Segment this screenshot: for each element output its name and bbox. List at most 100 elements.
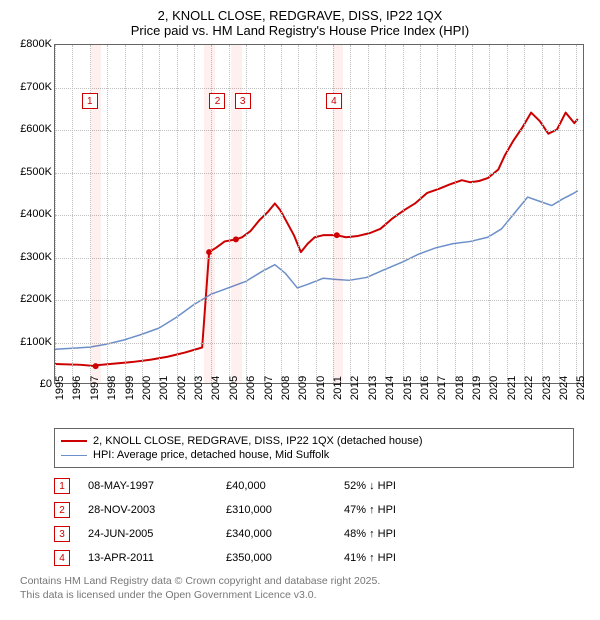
footer-line-2: This data is licensed under the Open Gov… [20, 588, 590, 602]
gridline-vertical [229, 45, 230, 383]
x-tick-label: 2001 [158, 376, 170, 400]
transaction-delta: 41% ↑ HPI [344, 552, 454, 564]
footer: Contains HM Land Registry data © Crown c… [20, 574, 590, 602]
x-tick-label: 2018 [454, 376, 466, 400]
x-tick-label: 2012 [349, 376, 361, 400]
plot-area: 1234 [54, 44, 584, 384]
x-tick-label: 2020 [488, 376, 500, 400]
gridline-vertical [177, 45, 178, 383]
x-tick-label: 1996 [71, 376, 83, 400]
transaction-row: 3 24-JUN-2005 £340,000 48% ↑ HPI [54, 522, 574, 546]
x-tick-label: 2010 [315, 376, 327, 400]
x-tick-label: 2024 [558, 376, 570, 400]
gridline-horizontal [55, 300, 583, 301]
x-tick-label: 2015 [402, 376, 414, 400]
y-tick-label: £100K [20, 336, 52, 348]
x-tick-label: 1999 [124, 376, 136, 400]
y-axis: £0£100K£200K£300K£400K£500K£600K£700K£80… [10, 44, 54, 384]
transaction-delta: 48% ↑ HPI [344, 528, 454, 540]
transaction-row: 1 08-MAY-1997 £40,000 52% ↓ HPI [54, 474, 574, 498]
gridline-vertical [489, 45, 490, 383]
x-tick-label: 1998 [106, 376, 118, 400]
y-tick-label: £300K [20, 251, 52, 263]
y-tick-label: £400K [20, 208, 52, 220]
x-tick-label: 2021 [506, 376, 518, 400]
gridline-horizontal [55, 343, 583, 344]
transaction-number: 1 [54, 478, 70, 494]
chart: £0£100K£200K£300K£400K£500K£600K£700K£80… [10, 44, 590, 424]
y-tick-label: £200K [20, 293, 52, 305]
transaction-price: £40,000 [226, 480, 326, 492]
transaction-row: 2 28-NOV-2003 £310,000 47% ↑ HPI [54, 498, 574, 522]
transaction-date: 13-APR-2011 [88, 552, 208, 564]
y-tick-label: £800K [20, 38, 52, 50]
x-tick-label: 2014 [384, 376, 396, 400]
gridline-horizontal [55, 258, 583, 259]
legend-swatch [61, 440, 87, 442]
legend-row: HPI: Average price, detached house, Mid … [61, 449, 567, 461]
gridline-vertical [281, 45, 282, 383]
gridline-vertical [437, 45, 438, 383]
gridline-vertical [194, 45, 195, 383]
transaction-number: 2 [54, 502, 70, 518]
transaction-date: 28-NOV-2003 [88, 504, 208, 516]
transaction-number: 4 [54, 550, 70, 566]
transaction-row: 4 13-APR-2011 £350,000 41% ↑ HPI [54, 546, 574, 570]
x-tick-label: 2016 [419, 376, 431, 400]
gridline-vertical [455, 45, 456, 383]
legend: 2, KNOLL CLOSE, REDGRAVE, DISS, IP22 1QX… [54, 428, 574, 468]
x-tick-label: 2022 [523, 376, 535, 400]
gridline-vertical [142, 45, 143, 383]
legend-swatch [61, 455, 87, 456]
x-tick-label: 2013 [367, 376, 379, 400]
gridline-vertical [385, 45, 386, 383]
transaction-table: 1 08-MAY-1997 £40,000 52% ↓ HPI 2 28-NOV-2003… [54, 474, 574, 570]
gridline-vertical [55, 45, 56, 383]
gridline-vertical [524, 45, 525, 383]
gridline-vertical [420, 45, 421, 383]
x-tick-label: 2019 [471, 376, 483, 400]
transaction-price: £350,000 [226, 552, 326, 564]
title-subtitle: Price paid vs. HM Land Registry's House … [10, 23, 590, 38]
x-axis: 1995199619971998199920002001200220032004… [54, 384, 584, 424]
gridline-vertical [107, 45, 108, 383]
chart-marker: 2 [209, 93, 225, 109]
transaction-price: £340,000 [226, 528, 326, 540]
transaction-delta: 52% ↓ HPI [344, 480, 454, 492]
transaction-price: £310,000 [226, 504, 326, 516]
y-tick-label: £500K [20, 166, 52, 178]
x-tick-label: 1995 [54, 376, 66, 400]
transaction-delta: 47% ↑ HPI [344, 504, 454, 516]
title-address: 2, KNOLL CLOSE, REDGRAVE, DISS, IP22 1QX [10, 8, 590, 23]
gridline-vertical [559, 45, 560, 383]
footer-line-1: Contains HM Land Registry data © Crown c… [20, 574, 590, 588]
gridline-vertical [316, 45, 317, 383]
transaction-number: 3 [54, 526, 70, 542]
gridline-vertical [472, 45, 473, 383]
transaction-date: 08-MAY-1997 [88, 480, 208, 492]
y-tick-label: £700K [20, 81, 52, 93]
x-tick-label: 2004 [210, 376, 222, 400]
gridline-vertical [264, 45, 265, 383]
legend-row: 2, KNOLL CLOSE, REDGRAVE, DISS, IP22 1QX… [61, 435, 567, 447]
legend-label: 2, KNOLL CLOSE, REDGRAVE, DISS, IP22 1QX… [93, 435, 423, 447]
x-tick-label: 2017 [436, 376, 448, 400]
transaction-date: 24-JUN-2005 [88, 528, 208, 540]
gridline-vertical [542, 45, 543, 383]
gridline-vertical [72, 45, 73, 383]
x-tick-label: 2011 [332, 376, 344, 400]
y-tick-label: £0 [40, 378, 52, 390]
x-tick-label: 2005 [228, 376, 240, 400]
gridline-vertical [159, 45, 160, 383]
x-tick-label: 2000 [141, 376, 153, 400]
gridline-horizontal [55, 130, 583, 131]
gridline-horizontal [55, 215, 583, 216]
chart-marker: 4 [326, 93, 342, 109]
x-tick-label: 2008 [280, 376, 292, 400]
gridline-horizontal [55, 173, 583, 174]
chart-marker: 3 [235, 93, 251, 109]
x-tick-label: 2009 [297, 376, 309, 400]
gridline-vertical [125, 45, 126, 383]
gridline-vertical [368, 45, 369, 383]
gridline-vertical [298, 45, 299, 383]
